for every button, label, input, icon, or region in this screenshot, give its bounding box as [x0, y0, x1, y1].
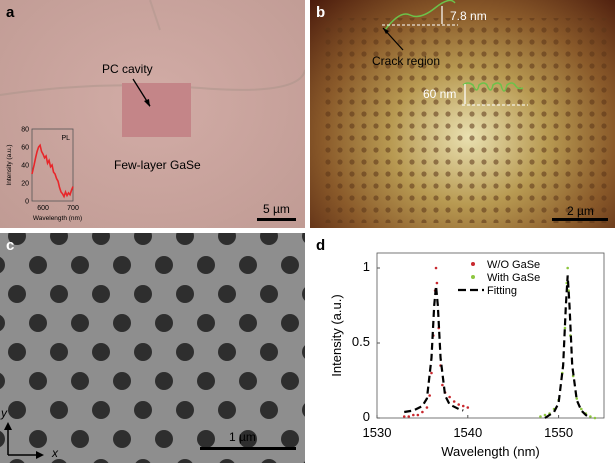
data-point-wo-gase: [457, 403, 461, 406]
data-point-wo-gase: [402, 415, 406, 418]
panel-d-spectrum-chart: d 1530 1540 1550 0 0.5 1 Wavelength (nm) Intens…: [310, 233, 615, 463]
pl-inset-chart: PL 0 20 40 60 80 600 700 Wavelength (nm) Intensit…: [6, 127, 82, 223]
pc-cavity-region: [122, 83, 191, 137]
scale-bar: [200, 447, 296, 450]
x-axis-label: Wavelength (nm): [441, 444, 540, 459]
data-point-wo-gase: [434, 266, 438, 270]
scale-bar-label: 1 µm: [229, 430, 256, 444]
height-profile-1: [384, 0, 456, 31]
panel-a-optical-image: a PC cavity Few-layer GaSe 5 µm PL 0 20 40 6…: [0, 0, 305, 228]
panel-b-afm-image: b 7.8 nm Crack region 60 nm 2 µm: [310, 0, 615, 228]
step-height-label-2: 60 nm: [423, 87, 457, 101]
pc-cavity-label: PC cavity: [102, 62, 153, 76]
inset-ytick-label: 60: [21, 145, 29, 152]
inset-frame: [31, 128, 74, 202]
data-point-wo-gase: [416, 413, 420, 417]
afm-hole-lattice: [325, 0, 610, 223]
data-point-wo-gase: [448, 395, 451, 399]
plot-frame: [376, 252, 605, 419]
data-point-wo-gase: [466, 406, 470, 409]
fitting-line: [544, 275, 591, 419]
legend-marker: [471, 275, 475, 279]
legend-entry: Fitting: [487, 285, 517, 297]
data-point-wo-gase: [421, 410, 424, 414]
data-point-wo-gase: [425, 406, 429, 409]
sem-hole-lattice: [0, 233, 305, 463]
inset-xlabel: Wavelength (nm): [33, 215, 82, 222]
step-height-label-1: 7.8 nm: [450, 9, 487, 23]
inset-ytick-label: 20: [21, 181, 29, 188]
data-point-wo-gase: [412, 413, 415, 417]
x-axis-label: x: [52, 446, 58, 460]
y-tick-label: 1: [363, 259, 370, 274]
scale-bar: [257, 218, 296, 221]
data-point-wo-gase: [461, 404, 465, 408]
data-point-wo-gase: [430, 371, 433, 375]
panel-label: a: [6, 4, 15, 21]
inset-ytick-label: 40: [21, 163, 29, 170]
y-tick-label: 0.5: [352, 334, 370, 349]
inset-ylabel: Intensity (a.u.): [6, 144, 13, 185]
data-point-wo-gase: [452, 400, 456, 403]
inset-xtick-label: 700: [67, 205, 79, 212]
inset-ytick-label: 80: [21, 127, 29, 134]
y-tick-label: 0: [363, 409, 370, 424]
data-point-with-gase: [589, 415, 592, 418]
legend-marker: [471, 262, 475, 266]
data-point-with-gase: [563, 326, 567, 330]
few-layer-gase-label: Few-layer GaSe: [114, 158, 201, 172]
data-point-wo-gase: [428, 394, 431, 397]
height-profile-2: [462, 82, 524, 92]
inset-xtick-label: 600: [37, 205, 49, 212]
data-point-with-gase: [575, 397, 579, 400]
panel-label: b: [316, 4, 326, 21]
y-axis-label: Intensity (a.u.): [329, 294, 344, 376]
data-point-with-gase: [566, 266, 569, 270]
data-point-with-gase: [580, 407, 583, 411]
scale-bar-label: 2 µm: [567, 204, 594, 218]
legend-entry: W/O GaSe: [487, 259, 540, 271]
y-axis-label: y: [1, 406, 7, 420]
data-point-wo-gase: [435, 281, 439, 285]
x-tick-label: 1550: [544, 425, 573, 440]
data-point-with-gase: [593, 416, 597, 420]
panel-label: c: [6, 237, 15, 254]
inset-ytick-label: 0: [25, 199, 29, 206]
data-point-wo-gase: [441, 383, 444, 387]
x-tick-label: 1530: [363, 425, 392, 440]
legend-entry: With GaSe: [487, 272, 540, 284]
scale-bar: [552, 218, 608, 221]
optical-image-background: [0, 0, 305, 221]
panel-c-sem-image: c y x 1 µm: [0, 233, 305, 463]
inset-legend: PL: [61, 135, 70, 142]
fitting-line: [404, 285, 464, 414]
resonance-chart: 1530 1540 1550 0 0.5 1 Wavelength (nm) Intensit…: [329, 252, 605, 459]
data-point-with-gase: [567, 289, 570, 292]
scale-bar-label: 5 µm: [263, 202, 290, 216]
x-tick-label: 1540: [453, 425, 482, 440]
panel-label: d: [316, 237, 326, 254]
crack-region-label: Crack region: [372, 54, 441, 68]
data-point-with-gase: [539, 415, 542, 418]
pl-line: [31, 143, 74, 199]
data-point-with-gase: [543, 413, 547, 417]
data-point-wo-gase: [407, 415, 411, 418]
